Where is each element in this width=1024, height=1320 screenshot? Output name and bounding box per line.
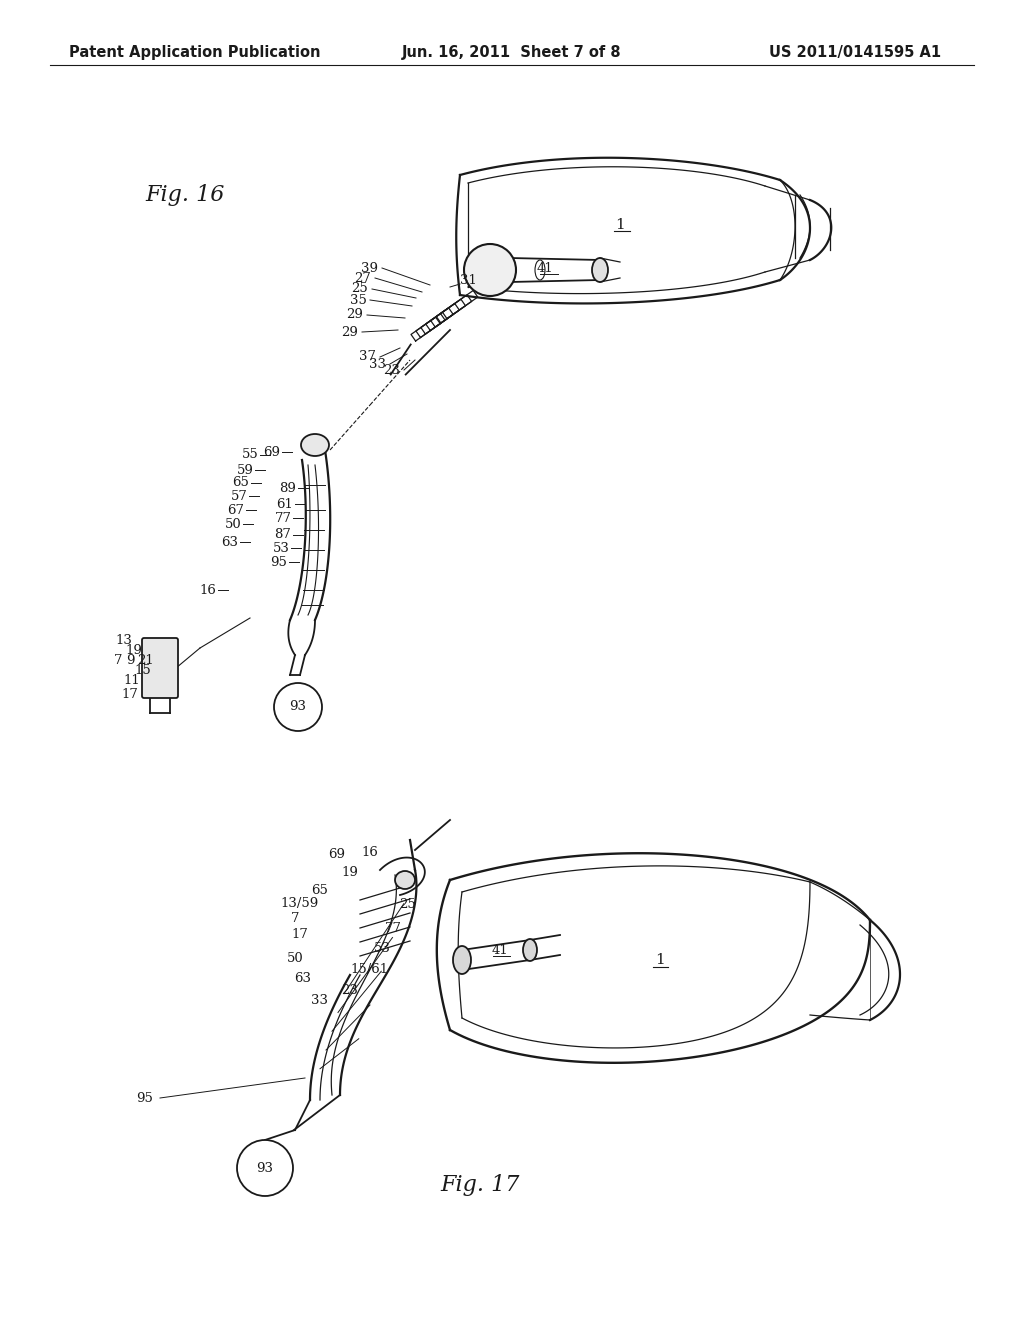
Text: Fig. 16: Fig. 16 <box>145 183 224 206</box>
Text: 7: 7 <box>291 912 299 924</box>
Text: 16: 16 <box>361 846 379 858</box>
Ellipse shape <box>453 946 471 974</box>
Text: 23: 23 <box>384 363 400 376</box>
Text: 39: 39 <box>361 261 379 275</box>
Text: 17: 17 <box>122 689 138 701</box>
Text: 7: 7 <box>114 655 122 668</box>
Text: US 2011/0141595 A1: US 2011/0141595 A1 <box>769 45 941 59</box>
Text: 95: 95 <box>270 556 288 569</box>
Text: 25: 25 <box>399 899 417 912</box>
Text: 33: 33 <box>311 994 329 1006</box>
Text: 41: 41 <box>492 944 508 957</box>
Ellipse shape <box>523 939 537 961</box>
Text: 37: 37 <box>359 351 377 363</box>
Text: 15/61: 15/61 <box>351 964 389 977</box>
Text: 1: 1 <box>615 218 625 232</box>
Text: 27: 27 <box>354 272 372 285</box>
Text: 53: 53 <box>374 941 390 954</box>
FancyBboxPatch shape <box>142 638 178 698</box>
Text: 59: 59 <box>237 463 253 477</box>
Text: 19: 19 <box>126 644 142 656</box>
Text: 25: 25 <box>351 282 369 296</box>
Text: 33: 33 <box>370 358 386 371</box>
Text: 35: 35 <box>349 293 367 306</box>
Text: Fig. 17: Fig. 17 <box>440 1173 520 1196</box>
Text: Patent Application Publication: Patent Application Publication <box>70 45 321 59</box>
Circle shape <box>237 1140 293 1196</box>
Text: 13/59: 13/59 <box>281 896 319 909</box>
Ellipse shape <box>395 871 415 888</box>
Text: 9: 9 <box>126 655 134 668</box>
Ellipse shape <box>301 434 329 455</box>
Text: 63: 63 <box>221 536 239 549</box>
Text: 31: 31 <box>460 273 476 286</box>
Text: 15: 15 <box>134 664 152 677</box>
Text: 89: 89 <box>280 482 296 495</box>
Text: 95: 95 <box>136 1092 154 1105</box>
Text: 29: 29 <box>342 326 358 338</box>
Text: 17: 17 <box>292 928 308 941</box>
Text: 21: 21 <box>136 653 154 667</box>
Text: 69: 69 <box>263 446 281 458</box>
Text: 63: 63 <box>295 973 311 986</box>
Text: 41: 41 <box>537 261 553 275</box>
Text: 93: 93 <box>290 701 306 714</box>
Text: 61: 61 <box>276 498 294 511</box>
Text: 57: 57 <box>230 490 248 503</box>
Text: 65: 65 <box>232 477 250 490</box>
Text: 53: 53 <box>272 541 290 554</box>
Text: 50: 50 <box>224 517 242 531</box>
Ellipse shape <box>592 257 608 282</box>
Text: 77: 77 <box>274 511 292 524</box>
Text: 77: 77 <box>384 921 401 935</box>
Text: 69: 69 <box>329 849 345 862</box>
Text: 11: 11 <box>124 675 140 688</box>
Text: 29: 29 <box>346 309 364 322</box>
Circle shape <box>274 682 322 731</box>
Text: 13: 13 <box>116 634 132 647</box>
Ellipse shape <box>464 244 516 296</box>
Text: 1: 1 <box>655 953 665 968</box>
Text: 23: 23 <box>342 983 358 997</box>
Text: 65: 65 <box>311 883 329 896</box>
Text: 19: 19 <box>342 866 358 879</box>
Text: 50: 50 <box>287 952 303 965</box>
Text: 16: 16 <box>200 583 216 597</box>
Text: 87: 87 <box>274 528 292 541</box>
Text: Jun. 16, 2011  Sheet 7 of 8: Jun. 16, 2011 Sheet 7 of 8 <box>402 45 622 59</box>
Text: 67: 67 <box>227 503 245 516</box>
Text: 93: 93 <box>256 1162 273 1175</box>
Text: 55: 55 <box>242 449 258 462</box>
